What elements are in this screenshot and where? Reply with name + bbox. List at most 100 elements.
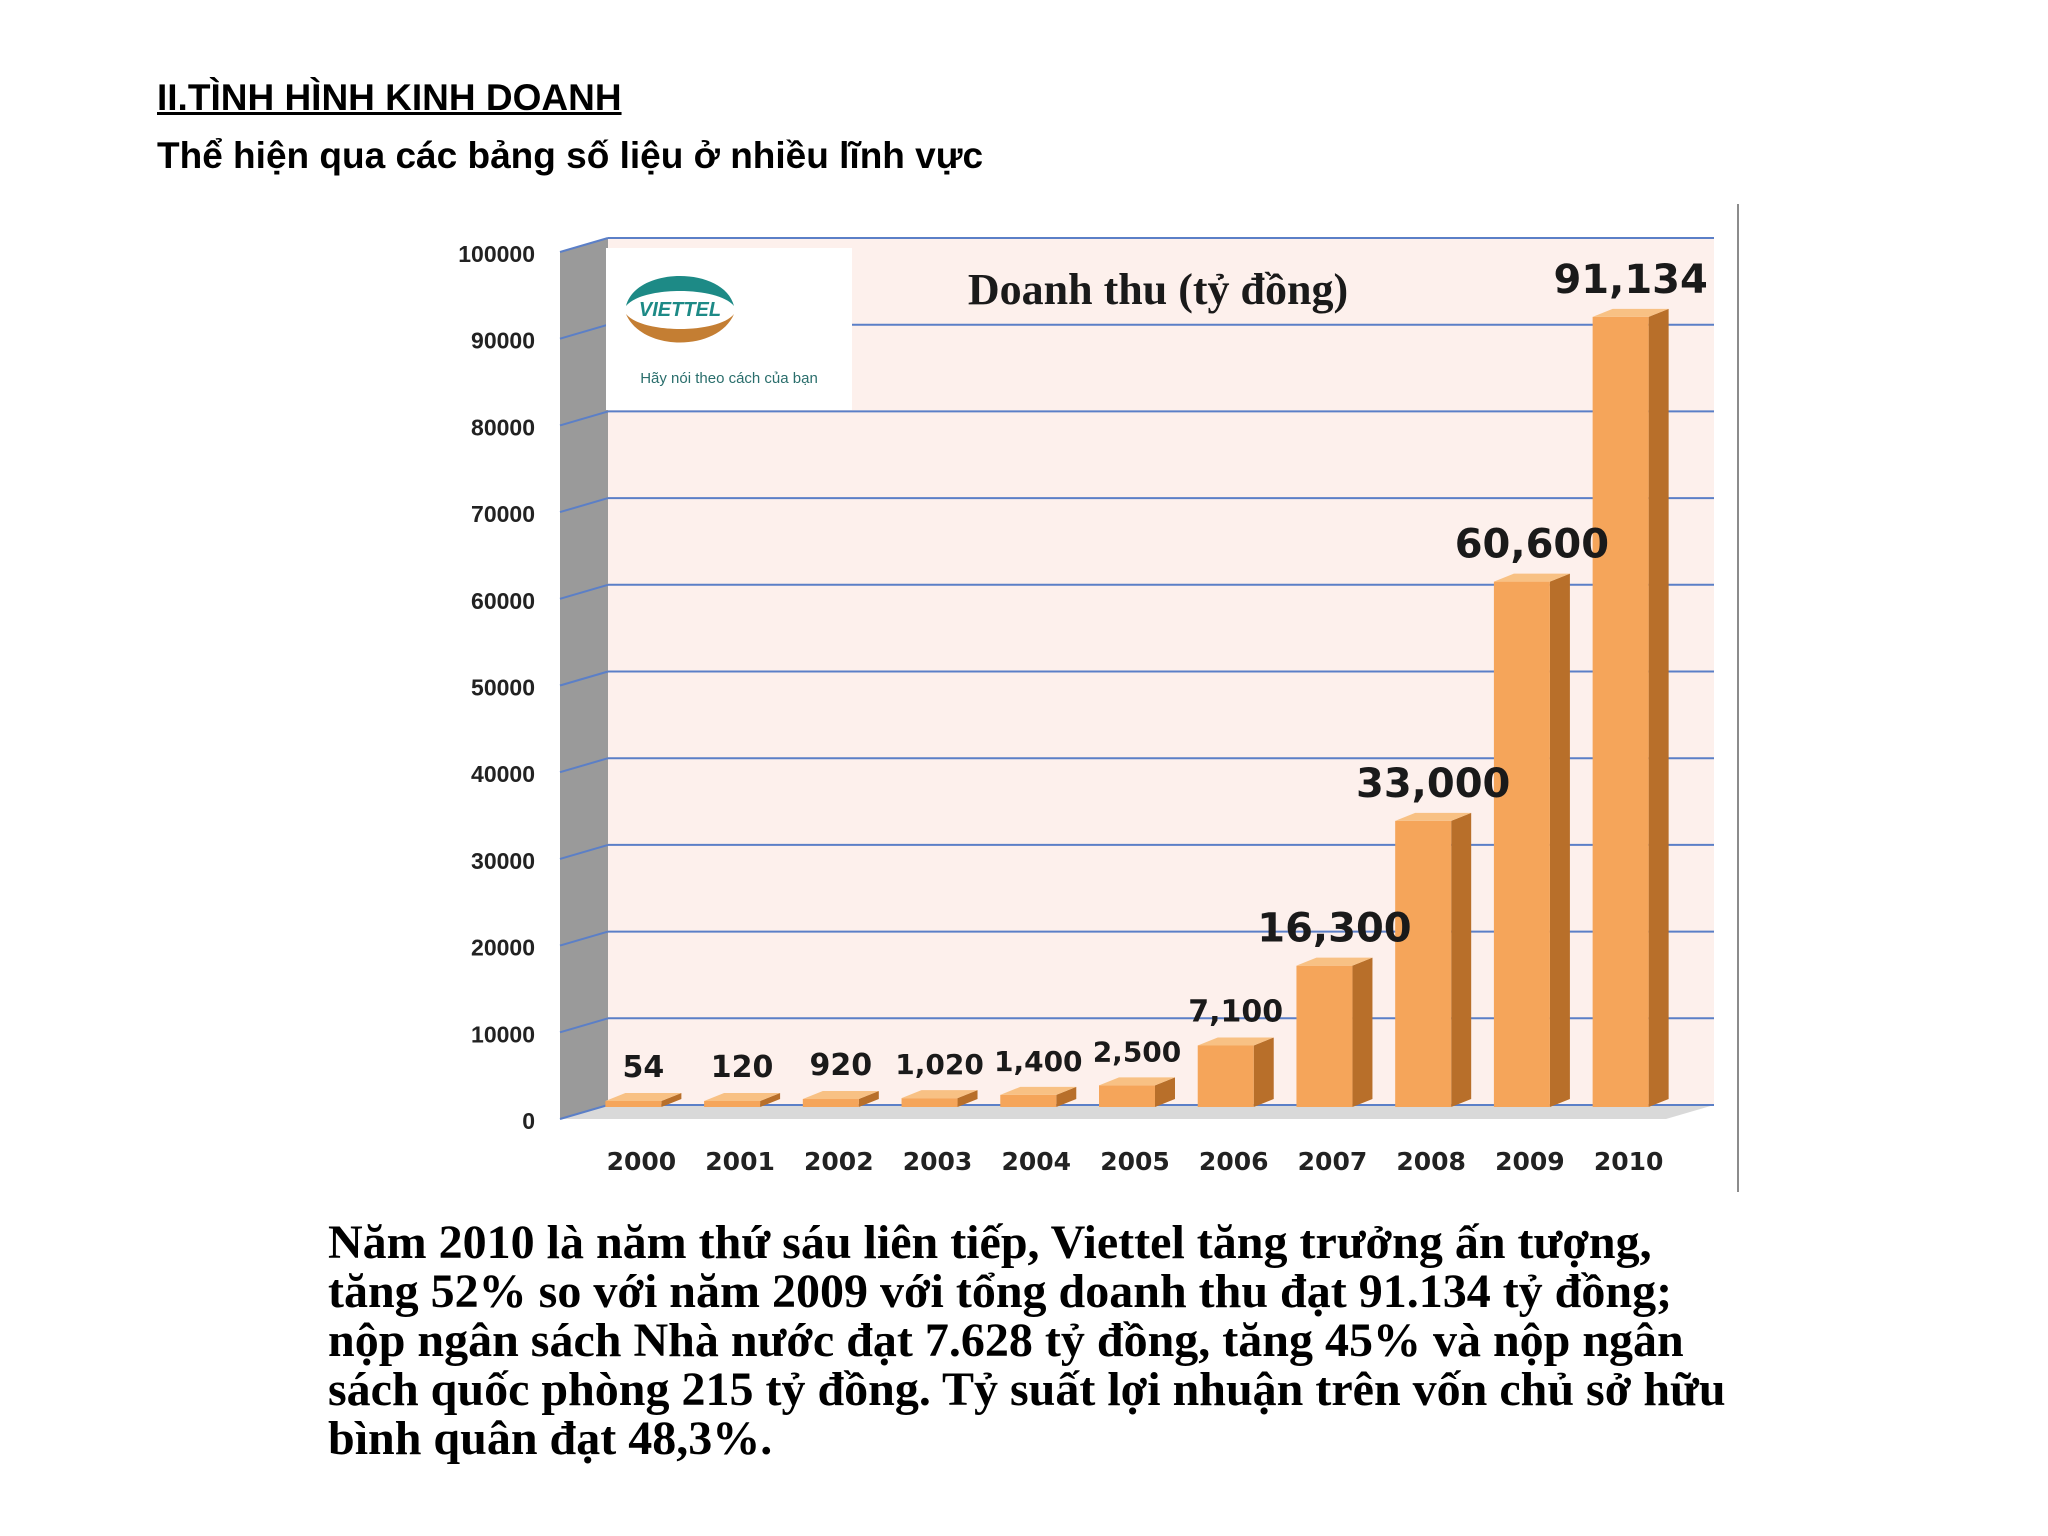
gridline-diag xyxy=(559,583,609,600)
bar-front xyxy=(1296,965,1353,1107)
bar-top xyxy=(1592,308,1669,317)
bar xyxy=(605,1093,682,1107)
gridline-diag xyxy=(559,843,609,860)
logo-brand-text: VIETTEL xyxy=(639,299,721,321)
gridline-diag xyxy=(559,410,609,427)
y-tick-label: 80000 xyxy=(471,414,535,440)
x-tick-label: 2000 xyxy=(607,1147,677,1176)
bar-top xyxy=(1099,1077,1175,1086)
bar-side xyxy=(760,1093,781,1107)
x-tick-label: 2010 xyxy=(1594,1147,1664,1176)
bar-top xyxy=(1000,1086,1077,1095)
chart-floor xyxy=(560,1105,1714,1119)
viettel-logo-icon: VIETTEL xyxy=(624,270,736,350)
bar-value-label: 7,100 xyxy=(1188,994,1283,1029)
x-tick-label: 2009 xyxy=(1495,1147,1565,1176)
y-tick-label: 100000 xyxy=(458,241,535,267)
x-tick-label: 2001 xyxy=(705,1147,775,1176)
gridline-diag xyxy=(559,1017,609,1034)
bar-side xyxy=(1648,308,1669,1107)
bar xyxy=(1000,1086,1077,1107)
y-tick-label: 0 xyxy=(522,1108,535,1134)
logo-tagline: Hãy nói theo cách của bạn xyxy=(640,370,818,387)
bar-value-label: 33,000 xyxy=(1356,761,1510,807)
bar-front xyxy=(605,1101,662,1107)
bar-side xyxy=(957,1090,978,1107)
bar-value-label: 1,020 xyxy=(895,1048,984,1081)
right-divider xyxy=(1737,204,1739,1192)
bar-front xyxy=(901,1098,958,1107)
bar-front xyxy=(1000,1094,1057,1107)
viettel-logo: VIETTEL Hãy nói theo cách của bạn xyxy=(606,248,852,410)
bar-top xyxy=(704,1093,781,1101)
y-tick-label: 10000 xyxy=(471,1021,535,1047)
bar-side xyxy=(1352,957,1373,1107)
gridline-diag xyxy=(559,1104,609,1120)
bar-front xyxy=(1099,1085,1155,1107)
bar-value-label: 16,300 xyxy=(1257,906,1411,952)
bar-top xyxy=(1395,812,1472,821)
x-tick-label: 2003 xyxy=(903,1147,973,1176)
bar-side xyxy=(858,1091,879,1107)
bar xyxy=(1592,308,1669,1107)
bar-value-label: 920 xyxy=(810,1048,873,1083)
x-tick-label: 2002 xyxy=(804,1147,874,1176)
section-subtitle: Thể hiện qua các bảng số liệu ở nhiều lĩ… xyxy=(157,135,984,176)
gridline-diag xyxy=(559,757,609,774)
bar-side xyxy=(1451,812,1472,1107)
y-tick-label: 20000 xyxy=(471,935,535,961)
bar xyxy=(901,1090,978,1107)
bar xyxy=(1395,812,1472,1107)
x-tick-label: 2008 xyxy=(1396,1147,1466,1176)
heading-block: II.TÌNH HÌNH KINH DOANH Thể hiện qua các… xyxy=(157,76,983,178)
gridline-diag xyxy=(559,237,609,253)
section-title: II.TÌNH HÌNH KINH DOANH xyxy=(157,77,622,118)
y-tick-label: 90000 xyxy=(471,328,535,354)
bar-value-label: 1,400 xyxy=(994,1045,1083,1078)
bar-side xyxy=(1155,1077,1175,1107)
bar-top xyxy=(605,1093,682,1101)
x-tick-label: 2004 xyxy=(1001,1147,1071,1176)
bar-value-label: 2,500 xyxy=(1093,1035,1182,1068)
bar-top xyxy=(1493,573,1570,582)
bar-front xyxy=(704,1101,761,1107)
bar-front xyxy=(1197,1045,1254,1107)
x-tick-label: 2005 xyxy=(1100,1147,1170,1176)
bar-value-label: 54 xyxy=(622,1050,664,1085)
bar-side xyxy=(661,1093,682,1107)
y-tick-label: 30000 xyxy=(471,848,535,874)
gridline-diag xyxy=(559,670,609,687)
bar xyxy=(1493,573,1570,1107)
y-tick-label: 50000 xyxy=(471,675,535,701)
bar-value-label: 60,600 xyxy=(1455,522,1609,568)
summary-paragraph: Năm 2010 là năm thứ sáu liên tiếp, Viett… xyxy=(328,1216,1726,1465)
bar-top xyxy=(1197,1037,1274,1046)
gridline-diag xyxy=(559,930,609,947)
x-tick-label: 2007 xyxy=(1298,1147,1368,1176)
bar xyxy=(1197,1037,1274,1107)
bar-value-label: 91,134 xyxy=(1553,257,1707,303)
bar-front xyxy=(802,1099,859,1107)
bar-value-label: 120 xyxy=(711,1050,774,1085)
bar-front xyxy=(1592,316,1649,1107)
bar-side xyxy=(1253,1037,1274,1107)
bar-top xyxy=(901,1090,978,1099)
y-tick-label: 70000 xyxy=(471,501,535,527)
bar-side xyxy=(1549,573,1570,1107)
y-tick-label: 60000 xyxy=(471,588,535,614)
bar xyxy=(1099,1077,1175,1107)
bar xyxy=(704,1093,781,1107)
x-tick-label: 2006 xyxy=(1199,1147,1269,1176)
bar-top xyxy=(802,1091,879,1100)
bar-top xyxy=(1296,957,1373,966)
chart-title: Doanh thu (tỷ đồng) xyxy=(968,265,1348,314)
y-tick-label: 40000 xyxy=(471,761,535,787)
bar-side xyxy=(1056,1086,1077,1107)
bar xyxy=(1296,957,1373,1107)
bar-front xyxy=(1395,820,1452,1107)
bar-front xyxy=(1493,581,1550,1107)
gridline-diag xyxy=(559,497,609,514)
gridline-diag xyxy=(559,323,609,340)
bar xyxy=(802,1091,879,1107)
